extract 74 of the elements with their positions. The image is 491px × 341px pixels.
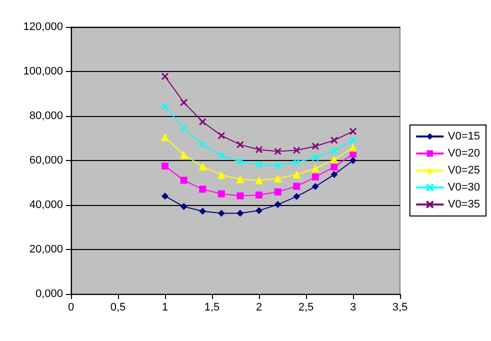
x-tick-label: 3 [350,302,356,314]
point [274,188,282,196]
point [292,158,300,166]
point [293,182,300,190]
x-tick-label: 0,5 [110,302,126,314]
point [218,190,225,198]
point [236,175,244,184]
legend-label: V0=30 [448,182,480,194]
point [161,133,169,142]
point [256,207,262,214]
point [274,174,282,183]
legend-label: V0=25 [448,164,480,176]
point [218,132,226,140]
y-tick-label: 0,000 [35,288,63,300]
point [180,176,188,184]
point [274,162,282,170]
y-tick-label: 20,000 [29,244,63,256]
legend-label: V0=20 [448,148,480,160]
point [218,152,226,160]
point [293,193,300,200]
point [330,146,338,154]
x-tick-label: 2,5 [298,302,314,314]
point [256,191,262,198]
point [255,146,263,154]
point [218,210,225,217]
point [330,163,338,170]
point [330,171,338,178]
point [236,158,244,166]
point [199,186,206,193]
legend-label: V0=35 [448,198,480,210]
y-tick-label: 40,000 [29,199,63,211]
point [161,72,169,80]
legend-label: V0=15 [448,130,480,142]
point [255,176,263,184]
point [180,124,188,132]
x-tick-label: 1,5 [204,302,220,314]
point [161,102,169,110]
point [349,144,357,152]
point [274,148,282,156]
x-tick-label: 3,5 [392,302,408,314]
point [312,173,319,180]
point [217,170,226,179]
point [162,162,168,170]
y-tick-label: 120,000 [23,21,63,33]
point [312,183,319,190]
point [162,192,168,200]
point [236,140,244,148]
point [180,203,188,210]
point [274,201,282,208]
point [198,140,206,148]
point [199,208,206,215]
y-tick-label: 100,000 [23,66,63,78]
x-tick-label: 0 [68,302,74,314]
point [312,142,320,150]
point [198,162,207,171]
y-tick-label: 60,000 [29,154,63,166]
point [236,192,244,200]
point [180,98,188,106]
x-tick-label: 1 [162,302,168,314]
point [330,136,338,144]
point [292,146,300,154]
point [292,170,301,179]
point [350,157,356,164]
point [255,160,263,168]
point [236,210,244,217]
point [312,154,320,162]
y-tick-label: 80,000 [29,110,63,122]
point [330,156,338,164]
point [349,128,357,136]
point [311,164,320,173]
point [180,150,188,159]
x-tick-label: 2 [256,302,262,314]
point [349,136,357,144]
point [198,118,206,126]
